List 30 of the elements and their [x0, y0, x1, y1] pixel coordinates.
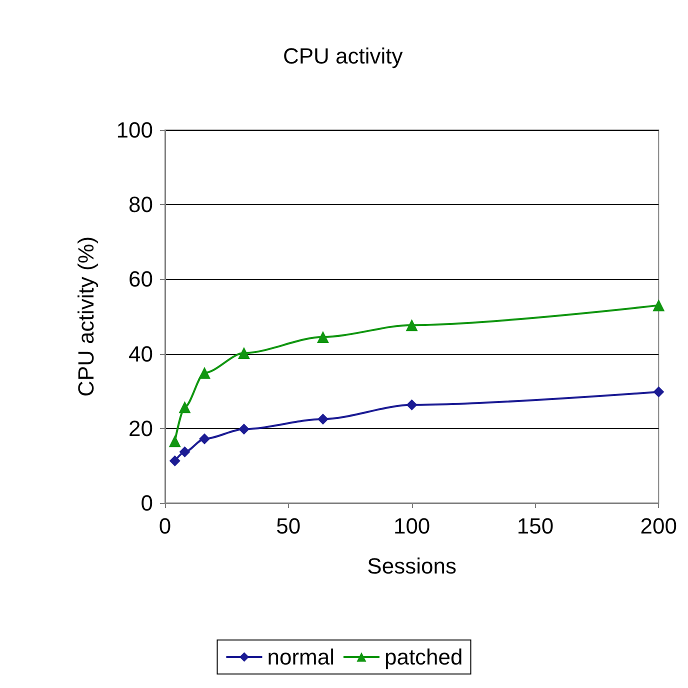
point	[238, 424, 250, 435]
x-tick-label: 200	[640, 514, 678, 538]
point	[406, 319, 418, 332]
x-tick-label: 50	[276, 514, 301, 538]
x-tick-label: 150	[516, 514, 554, 538]
y-tick-label: 60	[128, 266, 153, 292]
point	[406, 399, 418, 410]
point	[179, 446, 190, 458]
point	[316, 331, 329, 344]
x-axis-title: Sessions	[367, 554, 456, 578]
y-tick-label: 80	[128, 192, 153, 218]
x-tick-label: 100	[393, 514, 430, 538]
point	[238, 347, 250, 360]
y-axis-title: CPU activity (%)	[74, 236, 98, 397]
legend-label: patched	[384, 644, 463, 670]
y-tick-label: 0	[140, 490, 153, 516]
point	[169, 455, 180, 466]
y-tick-label: 20	[128, 416, 153, 441]
point	[652, 299, 665, 312]
point	[198, 433, 210, 444]
point	[198, 366, 210, 379]
y-tick-label: 100	[116, 118, 153, 142]
legend-label: normal	[267, 644, 334, 670]
chart-title: CPU activity	[283, 44, 403, 68]
point	[178, 401, 191, 414]
x-tick-label: 0	[158, 514, 172, 538]
point	[168, 435, 181, 448]
point	[317, 414, 328, 425]
y-tick-label: 40	[128, 341, 153, 366]
point	[653, 386, 664, 398]
